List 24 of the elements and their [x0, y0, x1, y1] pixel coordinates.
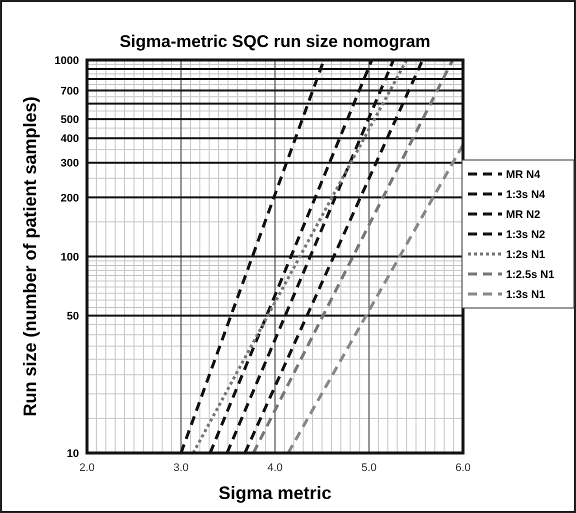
x-tick-label: 4.0	[267, 462, 283, 474]
y-tick-label: 300	[60, 158, 79, 170]
x-tick-label: 3.0	[173, 462, 189, 474]
y-tick-label: 1000	[54, 55, 79, 67]
y-tick-label: 100	[60, 252, 79, 264]
y-tick-label: 200	[60, 192, 79, 204]
y-axis-title: Run size (number of patient samples)	[20, 96, 40, 417]
legend-label: 1:3s N2	[506, 229, 546, 241]
x-axis-title: Sigma metric	[218, 483, 332, 503]
legend-label: 1:2.5s N1	[506, 269, 554, 281]
y-tick-label: 400	[60, 133, 79, 146]
chart-title: Sigma-metric SQC run size nomogram	[120, 32, 430, 51]
x-tick-label: 2.0	[79, 462, 95, 474]
y-tick-label: 10	[66, 448, 79, 460]
x-tick-label: 6.0	[455, 462, 471, 474]
legend-label: 1:2s N1	[506, 249, 546, 261]
legend-label: 1:3s N1	[506, 289, 546, 301]
legend-label: MR N4	[506, 169, 542, 181]
y-tick-label: 700	[60, 85, 79, 98]
x-tick-label: 5.0	[361, 462, 377, 474]
legend-label: 1:3s N4	[506, 189, 546, 201]
y-tick-label: 50	[66, 310, 79, 323]
y-tick-label: 500	[60, 114, 79, 126]
legend-label: MR N2	[506, 209, 540, 221]
